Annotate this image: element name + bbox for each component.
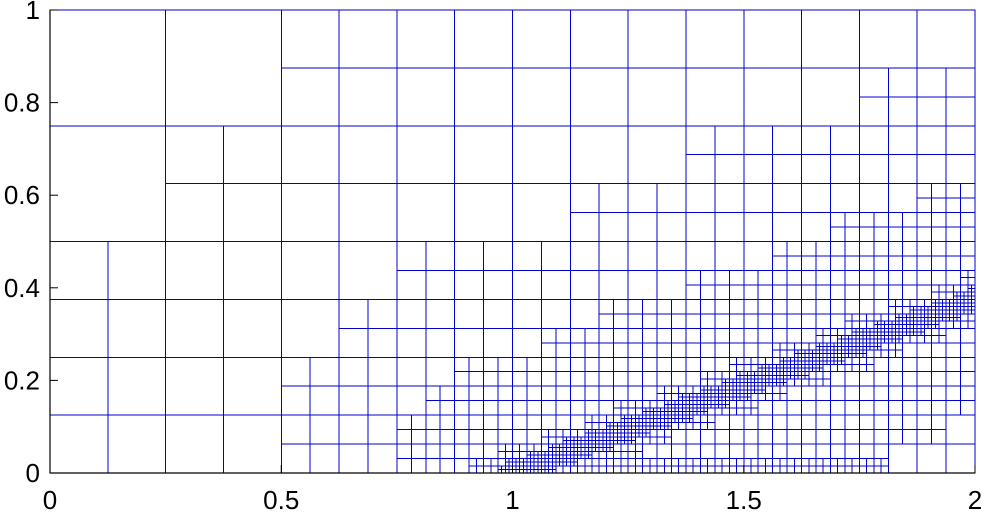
- x-tick-label: 0.5: [263, 485, 299, 515]
- y-tick-label: 0.8: [4, 88, 40, 118]
- y-tick-label: 0: [26, 458, 40, 488]
- y-tick-label: 0.2: [4, 365, 40, 395]
- y-tick-label: 1: [26, 0, 40, 25]
- x-axis-ticks: 0 0.5 1 1.5 2: [43, 465, 982, 515]
- y-tick-label: 0.4: [4, 273, 40, 303]
- x-tick-label: 1.5: [726, 485, 762, 515]
- x-tick-label: 2: [968, 485, 982, 515]
- x-tick-label: 0: [43, 485, 57, 515]
- y-axis-ticks: 0 0.2 0.4 0.6 0.8 1: [4, 0, 58, 488]
- mesh-cells: [49, 9, 976, 474]
- y-tick-label: 0.6: [4, 180, 40, 210]
- mesh-cell-edges: [49, 9, 976, 474]
- x-tick-label: 1: [505, 485, 519, 515]
